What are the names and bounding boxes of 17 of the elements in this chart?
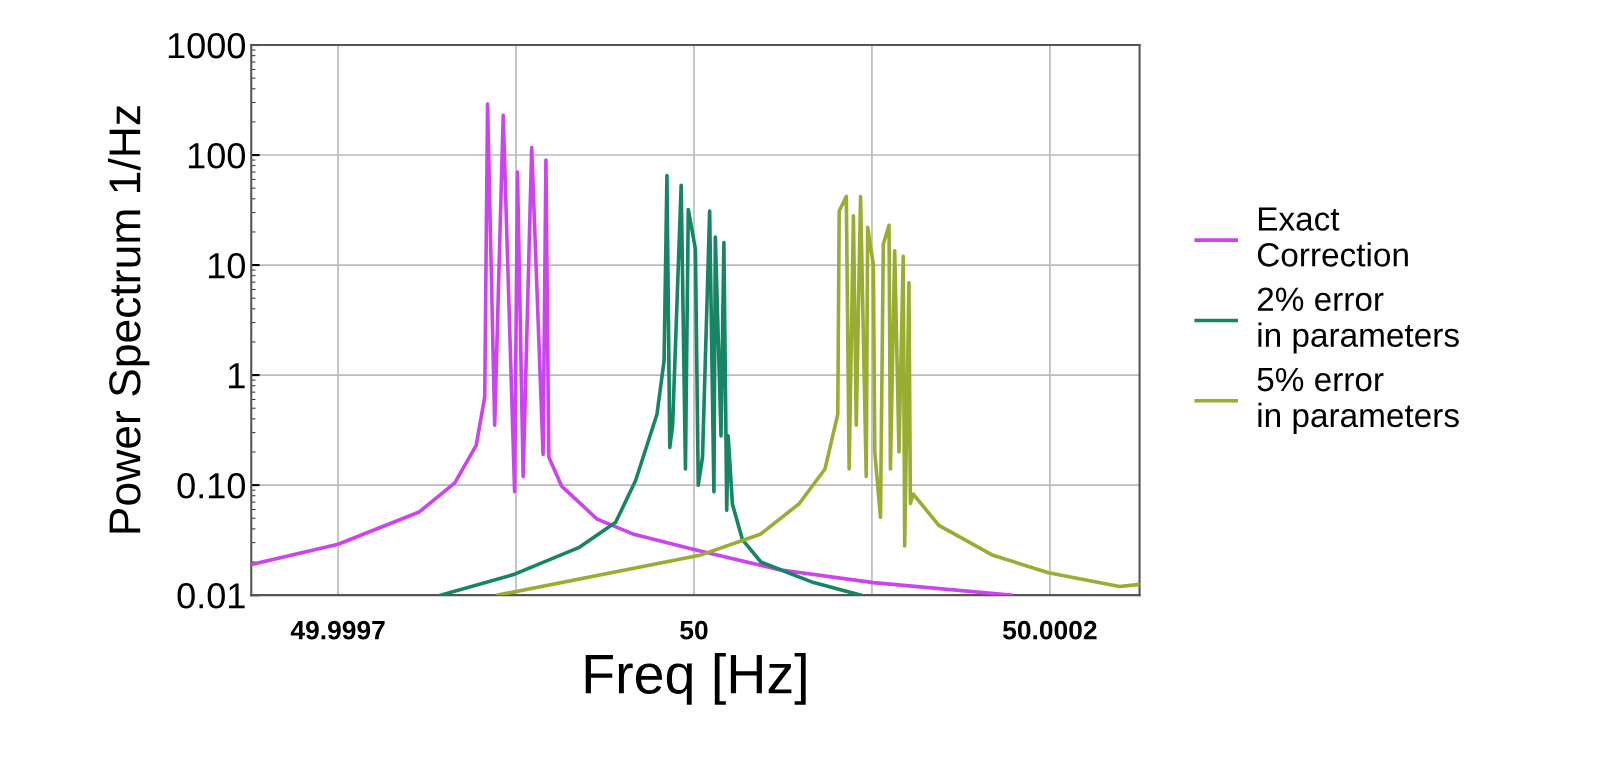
line-series [251, 102, 1014, 596]
y-tick-label: 0.01 [177, 583, 245, 609]
y-tick-label: 1 [229, 363, 245, 389]
x-tick-label: 50 [680, 620, 708, 640]
legend-label: 2% error in parameters [1257, 287, 1459, 354]
line-series [438, 173, 863, 596]
y-tick-label: 1000 [168, 32, 245, 59]
y-tick-label: 0.10 [177, 472, 245, 499]
y-axis-title: Power Spectrum 1/Hz [107, 106, 150, 533]
legend-label: Exact Correction [1257, 207, 1408, 267]
line-series [495, 194, 1140, 596]
legend-label: 5% error in parameters [1257, 367, 1459, 434]
y-tick-label: 100 [188, 142, 245, 169]
y-tick-label: 10 [208, 252, 245, 279]
x-axis-title: Freq [Hz] [585, 653, 806, 705]
x-tick-label: 49.9997 [290, 620, 385, 640]
x-tick-label: 50.0002 [1003, 620, 1097, 640]
